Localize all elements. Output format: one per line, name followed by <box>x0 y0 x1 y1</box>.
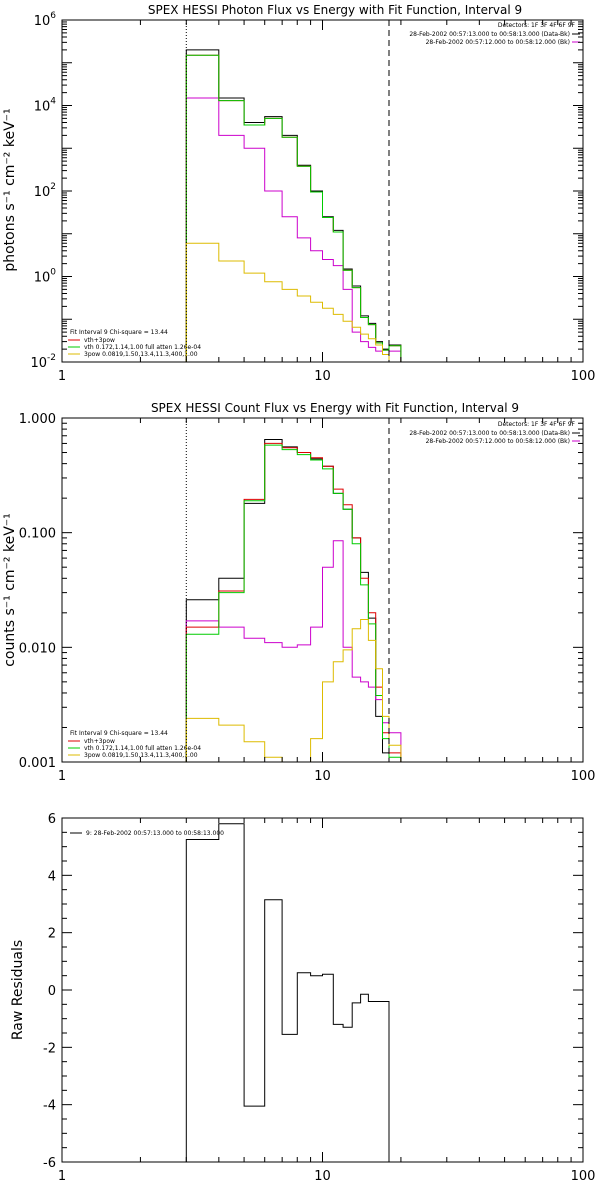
legend-bk: 28-Feb-2002 00:57:12.000 to 00:58:12.000… <box>426 438 570 445</box>
fit-vth-label: vth 0.172,1.14,1.00 full atten 1.26e-04 <box>84 344 201 351</box>
y-tick-label: 104 <box>34 97 57 115</box>
y-tick-label: 2 <box>48 927 56 942</box>
y-tick-label: 0 <box>48 984 56 999</box>
fit-interval-label: Fit Interval 9 Chi-square = 13.44 <box>70 329 168 336</box>
y-tick-label: -2 <box>43 1041 56 1056</box>
data-layer <box>185 823 390 1162</box>
x-tick-label: 10 <box>314 369 331 384</box>
photon-flux-legend: Detectors: 1F 3F 4F 6F 9F 28-Feb-2002 00… <box>409 22 580 46</box>
fit-vth-label: vth 0.172,1.14,1.00 full atten 1.26e-04 <box>84 745 201 752</box>
fit-interval-label: Fit Interval 9 Chi-square = 13.44 <box>70 730 168 737</box>
y-tick-label: 10-2 <box>30 353 56 371</box>
y-tick-label: -4 <box>43 1099 56 1114</box>
data-layer <box>185 49 402 362</box>
y-tick-label: 0.001 <box>19 756 56 771</box>
count-flux-fit-legend: Fit Interval 9 Chi-square = 13.44 vth+3p… <box>68 730 201 759</box>
residuals-ylabel: Raw Residuals <box>10 940 26 1040</box>
series-9-28-feb-2002-00-57-13-000-to-00-58-13-000-line <box>185 823 390 1162</box>
x-tick-label: 1 <box>58 769 66 784</box>
x-tick-label: 1 <box>58 369 66 384</box>
residuals-legend: 9: 28-Feb-2002 00:57:13.000 to 00:58:13.… <box>70 830 224 837</box>
photon-flux-fit-legend: Fit Interval 9 Chi-square = 13.44 vth+3p… <box>68 329 201 358</box>
fit-3pow-label: 3pow 0.0819,1.50,13.4,11.3,400,1.00 <box>84 752 198 759</box>
y-tick-label: 4 <box>48 869 56 884</box>
series-3pow-line <box>185 619 402 762</box>
y-tick-label: 106 <box>34 11 57 29</box>
data-layer <box>185 439 402 762</box>
y-tick-label: 0.010 <box>19 641 56 656</box>
plot-frame <box>61 817 584 1163</box>
legend-bk: 28-Feb-2002 00:57:12.000 to 00:58:12.000… <box>426 39 570 46</box>
photon-flux-panel: SPEX HESSI Photon Flux vs Energy with Fi… <box>2 3 595 384</box>
y-tick-label: 102 <box>34 182 56 200</box>
x-tick-label: 100 <box>571 1169 596 1184</box>
residuals-legend-label: 9: 28-Feb-2002 00:57:13.000 to 00:58:13.… <box>86 830 224 837</box>
fit-3pow-label: 3pow 0.0819,1.50,13.4,11.3,400,1.00 <box>84 351 198 358</box>
fit-vth3pow-label: vth+3pow <box>84 738 115 745</box>
x-tick-label: 10 <box>314 1169 331 1184</box>
legend-data-bk: 28-Feb-2002 00:57:13.000 to 00:58:13.000… <box>409 430 570 437</box>
series-3pow-line <box>185 242 401 362</box>
residuals-panel: Raw Residuals 9: 28-Feb-2002 00:57:13.00… <box>10 812 595 1184</box>
y-tick-label: 100 <box>34 268 57 286</box>
count-flux-legend: Detectors: 1F 3F 4F 6F 9F 28-Feb-2002 00… <box>409 421 580 445</box>
series-vth-line <box>185 444 402 762</box>
y-tick-label: 0.100 <box>19 527 56 542</box>
legend-detectors: Detectors: 1F 3F 4F 6F 9F <box>498 421 576 428</box>
x-tick-label: 1 <box>58 1169 66 1184</box>
fit-vth3pow-label: vth+3pow <box>84 337 115 344</box>
series-bk-line <box>185 97 402 362</box>
y-tick-label: -6 <box>43 1156 56 1171</box>
photon-flux-title: SPEX HESSI Photon Flux vs Energy with Fi… <box>148 3 522 17</box>
series-vth-line <box>185 54 402 362</box>
y-tick-label: 6 <box>48 812 56 827</box>
x-tick-label: 100 <box>571 769 596 784</box>
y-tick-label: 1.000 <box>19 412 56 427</box>
legend-detectors: Detectors: 1F 3F 4F 6F 9F <box>498 22 576 29</box>
legend-data-bk: 28-Feb-2002 00:57:13.000 to 00:58:13.000… <box>409 31 570 38</box>
count-flux-panel: SPEX HESSI Count Flux vs Energy with Fit… <box>2 401 595 784</box>
photon-flux-ylabel: photons s⁻¹ cm⁻² keV⁻¹ <box>2 108 18 271</box>
count-flux-title: SPEX HESSI Count Flux vs Energy with Fit… <box>151 401 519 415</box>
series-bk-line <box>185 540 402 762</box>
x-tick-label: 100 <box>571 369 596 384</box>
count-flux-ylabel: counts s⁻¹ cm⁻² keV⁻¹ <box>2 513 18 667</box>
x-tick-label: 10 <box>314 769 331 784</box>
